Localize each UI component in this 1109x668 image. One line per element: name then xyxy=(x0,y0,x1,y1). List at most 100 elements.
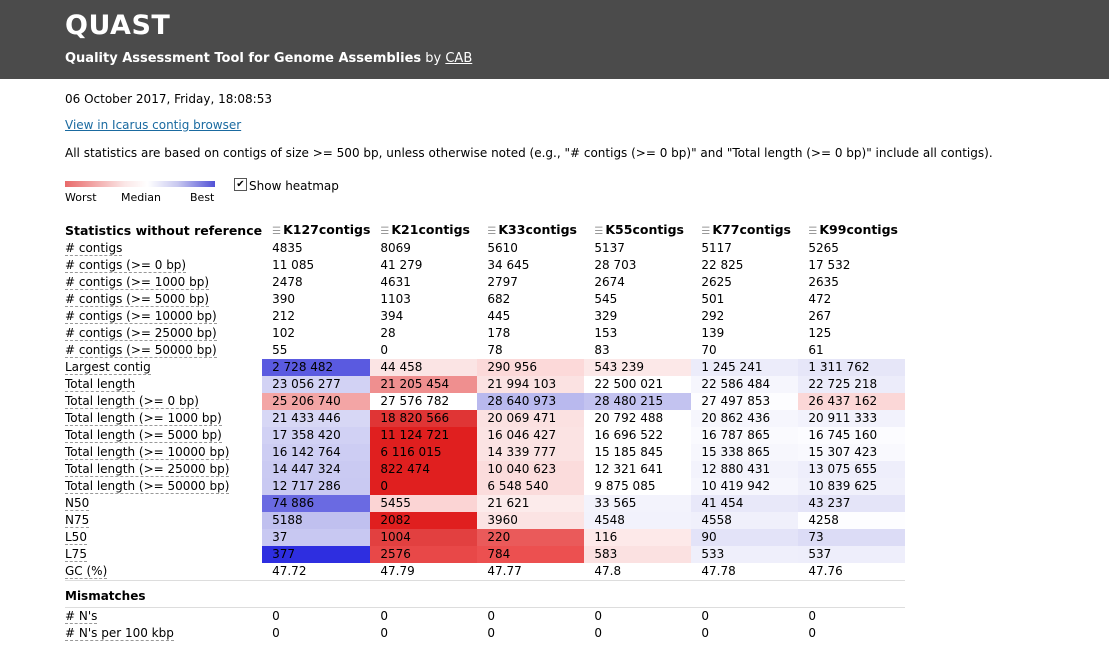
row-label: # N's xyxy=(65,608,262,626)
table-row: Total length (>= 25000 bp) 14 447 324 822 … xyxy=(65,461,906,478)
table-cell: 10 419 942 xyxy=(691,478,799,495)
table-row: Total length (>= 5000 bp) 17 358 420 11 12… xyxy=(65,427,906,444)
table-cell: 267 xyxy=(808,309,832,323)
table-row: L75 377 2576 784 583 533 537 xyxy=(65,546,906,563)
table-cell: 16 142 764 xyxy=(262,444,371,461)
icarus-link[interactable]: View in Icarus contig browser xyxy=(65,118,242,132)
drag-handle-icon[interactable]: ☰ xyxy=(808,226,818,237)
table-cell: 43 237 xyxy=(798,495,906,512)
table-cell: 13 075 655 xyxy=(798,461,906,478)
table-cell: 28 xyxy=(380,326,396,340)
table-cell: 1103 xyxy=(380,292,411,306)
drag-handle-icon[interactable]: ☰ xyxy=(487,226,497,237)
row-label: Total length (>= 50000 bp) xyxy=(65,478,262,495)
row-label-text: # contigs xyxy=(65,241,123,256)
table-cell: 1 311 762 xyxy=(798,359,906,376)
drag-handle-icon[interactable]: ☰ xyxy=(272,226,282,237)
row-label-text: Total length (>= 10000 bp) xyxy=(65,445,230,460)
table-cell: 28 480 215 xyxy=(584,393,692,410)
statistics-table: Statistics without reference ☰ K127contig… xyxy=(65,221,906,642)
table-cell: 545 xyxy=(594,292,618,306)
table-cell: 0 xyxy=(380,609,389,623)
table-cell: 28 640 973 xyxy=(477,393,585,410)
drag-handle-icon[interactable]: ☰ xyxy=(380,226,390,237)
show-heatmap-checkbox[interactable]: ✔ xyxy=(234,178,247,191)
row-label: Total length (>= 10000 bp) xyxy=(65,444,262,461)
column-header-label: K33contigs xyxy=(498,222,577,237)
table-cell: 22 500 021 xyxy=(584,376,692,393)
table-row: # N's per 100 kbp 0 0 0 0 0 0 xyxy=(65,625,905,642)
row-label-text: # N's per 100 kbp xyxy=(65,626,174,641)
table-cell: 2797 xyxy=(487,275,518,289)
table-cell: 21 994 103 xyxy=(477,376,585,393)
table-cell: 390 xyxy=(272,292,295,306)
table-cell: 212 xyxy=(272,309,295,323)
table-cell: 21 621 xyxy=(477,495,585,512)
table-header-row: Statistics without reference ☰ K127contig… xyxy=(65,221,905,240)
column-header[interactable]: ☰ K55contigs xyxy=(584,221,691,240)
row-label: N50 xyxy=(65,495,262,512)
table-cell: 5265 xyxy=(808,241,839,255)
table-cell: 74 886 xyxy=(262,495,371,512)
tagline-by: by xyxy=(421,51,446,66)
row-label-text: Total length (>= 5000 bp) xyxy=(65,428,222,443)
statistics-note: All statistics are based on contigs of s… xyxy=(65,146,993,160)
row-label: # N's per 100 kbp xyxy=(65,625,262,642)
row-label-text: # contigs (>= 25000 bp) xyxy=(65,326,217,341)
column-header-label: K21contigs xyxy=(391,222,470,237)
drag-handle-icon[interactable]: ☰ xyxy=(701,226,711,237)
table-cell: 0 xyxy=(487,609,496,623)
table-cell: 125 xyxy=(808,326,832,340)
row-label: N75 xyxy=(65,512,262,529)
row-label: L75 xyxy=(65,546,262,563)
table-cell: 47.77 xyxy=(477,563,585,581)
table-cell: 6 116 015 xyxy=(370,444,478,461)
column-header[interactable]: ☰ K21contigs xyxy=(370,221,477,240)
table-cell: 2082 xyxy=(370,512,478,529)
table-cell: 4558 xyxy=(691,512,799,529)
table-cell: 61 xyxy=(808,343,824,357)
table-cell: 2478 xyxy=(272,275,303,289)
table-cell: 16 787 865 xyxy=(691,427,799,444)
table-cell: 21 205 454 xyxy=(370,376,478,393)
app-title: QUAST xyxy=(65,10,171,41)
column-header[interactable]: ☰ K127contigs xyxy=(262,221,370,240)
table-cell: 533 xyxy=(691,546,799,563)
table-row: # contigs (>= 25000 bp) 102 28 178 153 139 125 xyxy=(65,325,905,342)
table-cell: 6 548 540 xyxy=(477,478,585,495)
column-header[interactable]: ☰ K77contigs xyxy=(691,221,798,240)
table-cell: 78 xyxy=(487,343,503,357)
table-cell: 472 xyxy=(808,292,832,306)
table-cell: 329 xyxy=(594,309,618,323)
table-cell: 0 xyxy=(808,609,817,623)
column-header[interactable]: ☰ K33contigs xyxy=(477,221,584,240)
row-label: Total length (>= 25000 bp) xyxy=(65,461,262,478)
table-row: Total length (>= 1000 bp) 21 433 446 18 82… xyxy=(65,410,906,427)
cab-link[interactable]: CAB xyxy=(445,51,473,66)
table-cell: 537 xyxy=(798,546,906,563)
table-cell: 4631 xyxy=(380,275,411,289)
table-cell: 394 xyxy=(380,309,404,323)
column-header[interactable]: ☰ K99contigs xyxy=(798,221,905,240)
row-label: Total length xyxy=(65,376,262,393)
table-cell: 9 875 085 xyxy=(584,478,692,495)
row-label-text: N75 xyxy=(65,513,90,528)
row-label-text: Total length (>= 1000 bp) xyxy=(65,411,222,426)
row-label-text: N50 xyxy=(65,496,90,511)
table-cell: 15 185 845 xyxy=(584,444,692,461)
table-cell: 47.72 xyxy=(262,563,371,581)
table-cell: 21 433 446 xyxy=(262,410,371,427)
table-cell: 220 xyxy=(477,529,585,546)
legend-worst: Worst xyxy=(65,191,97,204)
drag-handle-icon[interactable]: ☰ xyxy=(594,226,604,237)
show-heatmap-label[interactable]: Show heatmap xyxy=(249,179,339,193)
table-cell: 15 338 865 xyxy=(691,444,799,461)
table-cell: 2635 xyxy=(808,275,839,289)
table-cell: 3960 xyxy=(477,512,585,529)
table-cell: 16 046 427 xyxy=(477,427,585,444)
table-row: Total length 23 056 277 21 205 454 21 994 1… xyxy=(65,376,906,393)
heatmap-legend-bar xyxy=(65,181,215,187)
table-cell: 27 497 853 xyxy=(691,393,799,410)
row-label: # contigs (>= 25000 bp) xyxy=(65,325,262,342)
table-cell: 2674 xyxy=(594,275,625,289)
